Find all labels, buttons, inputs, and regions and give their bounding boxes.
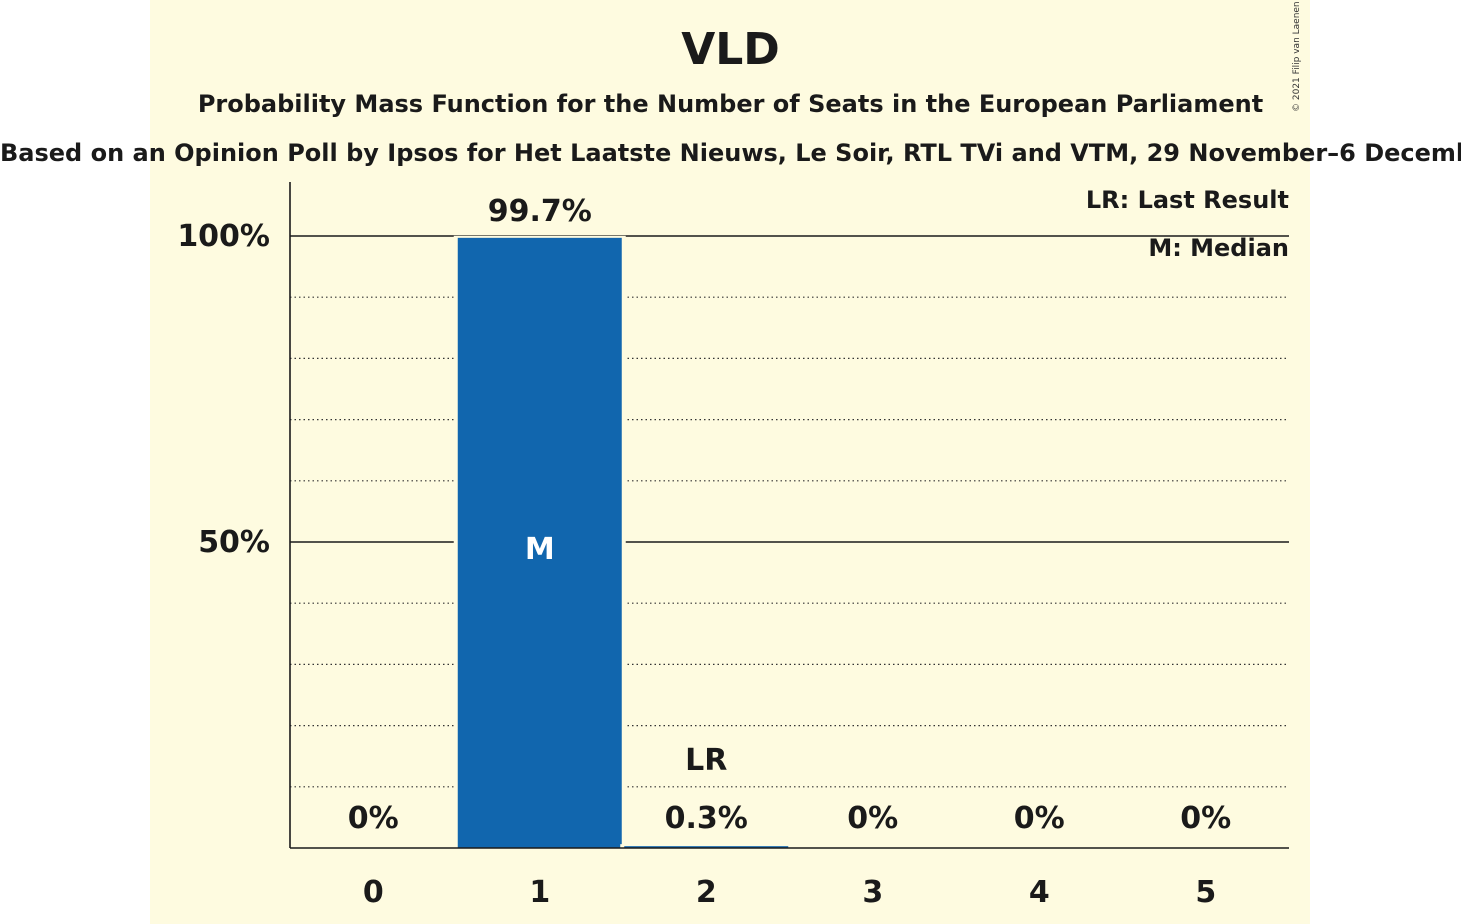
legend-last-result: LR: Last Result [1085,186,1289,214]
x-tick-label: 3 [862,875,883,910]
bar-value-label: 99.7% [488,194,592,229]
y-tick-label: 50% [198,525,270,560]
x-tick-label: 4 [1029,875,1050,910]
bar-value-label: 0% [847,801,898,836]
bar-value-label: 0% [1180,801,1231,836]
x-tick-label: 1 [529,875,550,910]
median-marker: M [525,532,555,567]
chart-title: VLD [681,24,780,75]
bar [457,237,622,848]
bar-value-label: 0.3% [665,801,748,836]
y-tick-label: 100% [177,219,270,254]
legend-median: M: Median [1148,234,1289,262]
chart-subtitle: Probability Mass Function for the Number… [197,90,1264,118]
x-tick-label: 2 [696,875,717,910]
bar-gap [620,844,793,848]
bar [624,846,789,848]
bar-value-label: 0% [348,801,399,836]
chart-background-panel [150,0,1310,924]
bar-value-label: 0% [1014,801,1065,836]
x-tick-label: 5 [1195,875,1216,910]
last-result-marker: LR [685,743,727,778]
x-tick-label: 0 [363,875,384,910]
chart-caption: Based on an Opinion Poll by Ipsos for He… [0,139,1461,167]
